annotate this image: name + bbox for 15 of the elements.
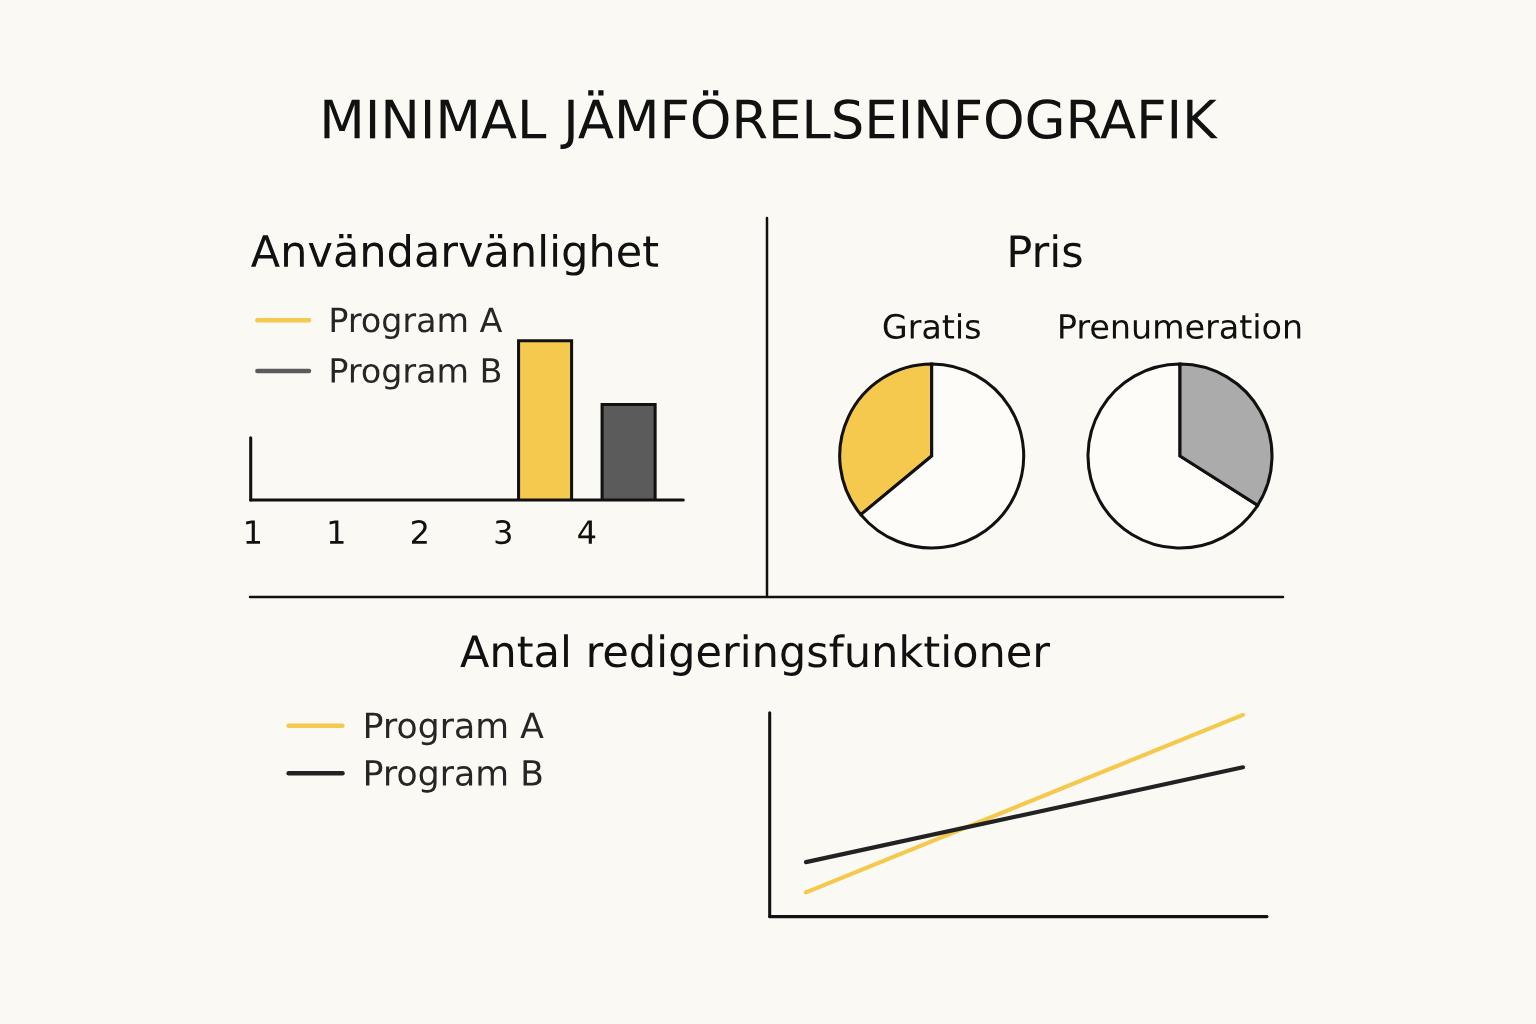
legend-label: Program B <box>331 358 501 390</box>
x-tick-label: 3 <box>495 520 511 545</box>
legend-label: Program A <box>331 307 503 339</box>
legend-label: Program B <box>366 760 542 793</box>
x-tick-label: 2 <box>411 520 427 544</box>
chart-title: Antal redigeringsfunktioner <box>460 634 1050 676</box>
chart-title: Gratis <box>883 313 980 340</box>
chart-title: Prenumeration <box>1060 313 1301 340</box>
chart-title: Användarvänlighet <box>251 233 659 276</box>
x-tick-label: 1 <box>329 520 344 544</box>
text: MINIMAL JÄMFÖRELSEINFOGRAFIK <box>324 90 1218 149</box>
legend-label: Program A <box>366 712 544 746</box>
x-tick-label: 4 <box>578 520 596 544</box>
x-tick-label: 1 <box>246 520 260 544</box>
text: Pris <box>1010 234 1082 268</box>
